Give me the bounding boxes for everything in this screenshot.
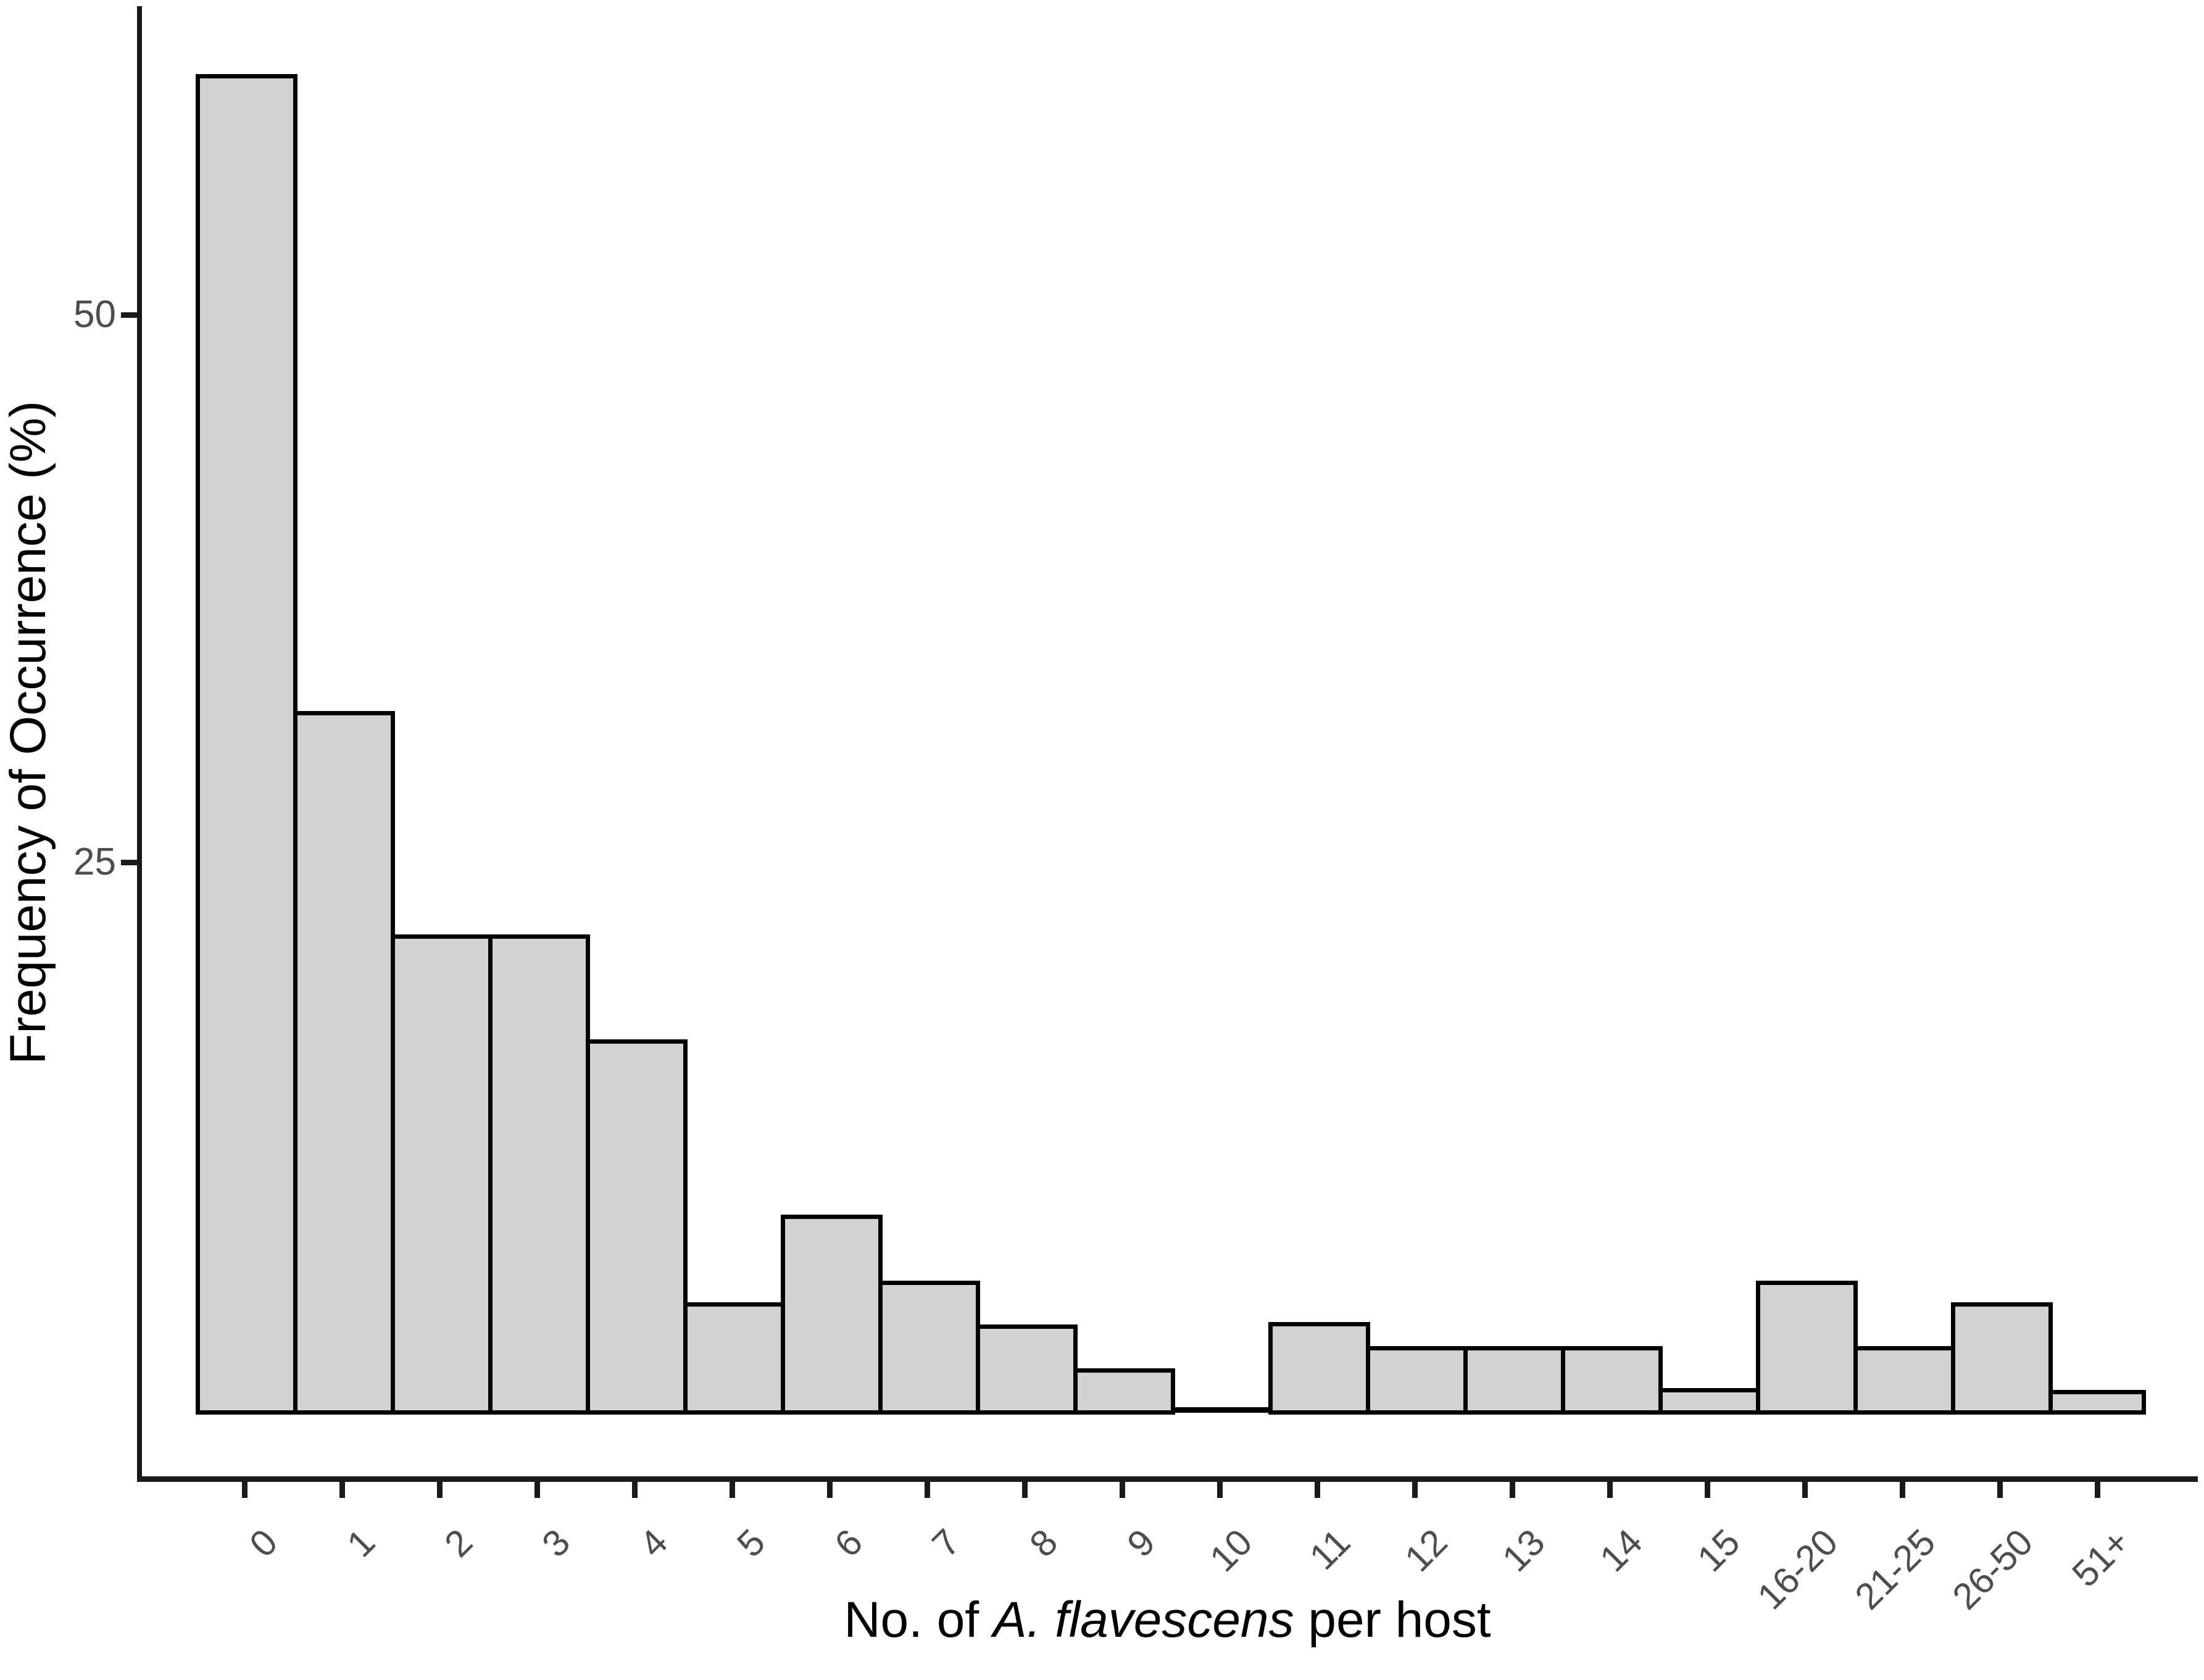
y-axis-line xyxy=(137,6,142,1482)
bar-14 xyxy=(1561,1346,1663,1415)
x-tick-label-12: 12 xyxy=(1397,1521,1455,1580)
x-tick-0 xyxy=(241,1482,247,1498)
x-title-text: per host xyxy=(1294,1592,1491,1648)
x-tick-21-25 xyxy=(1899,1482,1905,1498)
x-tick-1 xyxy=(339,1482,345,1498)
bar-6 xyxy=(781,1215,883,1415)
y-tick-50 xyxy=(121,312,137,318)
bar-2 xyxy=(391,934,493,1415)
x-tick-label-6: 6 xyxy=(826,1521,870,1565)
bar-5 xyxy=(683,1302,785,1415)
y-tick-label-25: 25 xyxy=(73,841,116,883)
x-tick-11 xyxy=(1314,1482,1320,1498)
x-tick-3 xyxy=(534,1482,540,1498)
bar-16-20 xyxy=(1756,1280,1858,1415)
x-tick-26-50 xyxy=(1997,1482,2003,1498)
x-tick-51+ xyxy=(2094,1482,2100,1498)
x-tick-13 xyxy=(1509,1482,1515,1498)
x-tick-12 xyxy=(1412,1482,1418,1498)
x-tick-10 xyxy=(1216,1482,1223,1498)
x-title-species-italic: A. flavescens xyxy=(992,1592,1294,1648)
bar-12 xyxy=(1366,1346,1468,1415)
x-title-text: No. of xyxy=(844,1592,993,1648)
bar-21-25 xyxy=(1853,1346,1955,1415)
x-tick-label-2: 2 xyxy=(436,1521,480,1565)
x-tick-6 xyxy=(826,1482,833,1498)
x-tick-label-13: 13 xyxy=(1494,1521,1553,1580)
y-axis-title: Frequency of Occurrence (%) xyxy=(0,401,56,1065)
bar-26-50 xyxy=(1951,1302,2053,1415)
x-tick-label-3: 3 xyxy=(533,1521,578,1565)
bar-11 xyxy=(1268,1322,1370,1415)
bar-9 xyxy=(1073,1368,1175,1415)
x-tick-2 xyxy=(436,1482,443,1498)
x-tick-label-14: 14 xyxy=(1592,1521,1650,1580)
x-tick-16-20 xyxy=(1802,1482,1808,1498)
x-tick-label-9: 9 xyxy=(1118,1521,1163,1565)
x-tick-label-10: 10 xyxy=(1202,1521,1260,1580)
x-tick-4 xyxy=(631,1482,638,1498)
x-axis-line xyxy=(137,1476,2198,1482)
x-axis-title: No. of A. flavescens per host xyxy=(137,1591,2198,1649)
bar-10 xyxy=(1171,1407,1273,1413)
y-tick-label-50: 50 xyxy=(73,293,116,336)
x-tick-9 xyxy=(1119,1482,1125,1498)
x-tick-14 xyxy=(1607,1482,1613,1498)
x-tick-label-51+: 51+ xyxy=(2064,1521,2138,1595)
x-tick-label-8: 8 xyxy=(1021,1521,1065,1565)
x-tick-label-5: 5 xyxy=(728,1521,773,1565)
x-tick-label-15: 15 xyxy=(1689,1521,1748,1580)
x-tick-7 xyxy=(924,1482,930,1498)
x-tick-label-0: 0 xyxy=(241,1521,285,1565)
bar-51+ xyxy=(2048,1390,2146,1415)
bar-0 xyxy=(196,73,297,1415)
y-tick-25 xyxy=(121,860,137,865)
x-tick-label-11: 11 xyxy=(1301,1521,1358,1578)
bar-1 xyxy=(293,711,395,1415)
x-tick-15 xyxy=(1704,1482,1710,1498)
x-tick-label-7: 7 xyxy=(923,1521,968,1565)
bar-7 xyxy=(878,1280,980,1415)
x-tick-label-4: 4 xyxy=(631,1521,675,1565)
x-tick-label-1: 1 xyxy=(338,1521,383,1565)
x-tick-8 xyxy=(1021,1482,1028,1498)
x-tick-5 xyxy=(729,1482,735,1498)
bar-3 xyxy=(488,934,590,1415)
bar-13 xyxy=(1463,1346,1565,1415)
bar-15 xyxy=(1658,1387,1760,1415)
bar-8 xyxy=(976,1324,1078,1415)
bar-4 xyxy=(586,1039,688,1415)
